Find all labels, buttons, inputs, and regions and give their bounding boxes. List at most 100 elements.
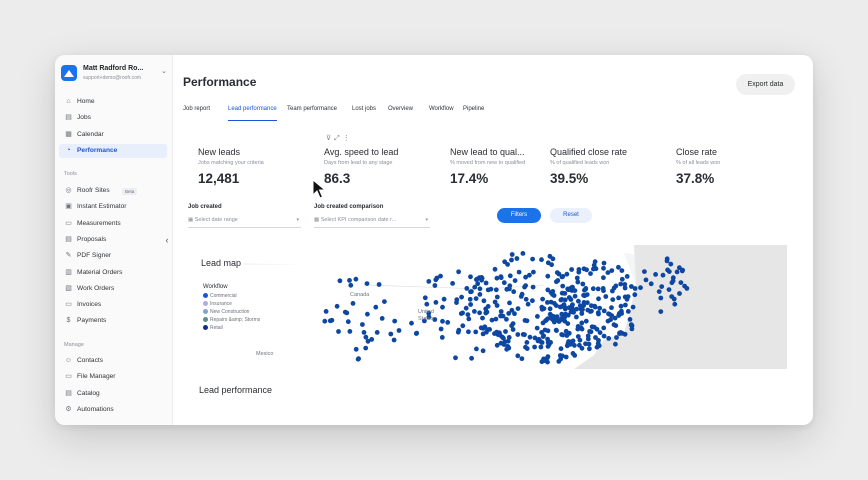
sidebar-item-catalog[interactable]: ▤ Catalog <box>59 387 167 401</box>
tab-lost-jobs[interactable]: Lost jobs <box>352 106 377 112</box>
kpi-subtitle: Jobs matching your criteria <box>198 160 264 166</box>
lead-dot <box>585 307 591 313</box>
job-created-date-select[interactable]: ▦ Select date range ▾ <box>188 215 301 228</box>
sidebar-item-invoices[interactable]: ▭ Invoices <box>59 298 167 312</box>
lead-dot <box>605 318 611 324</box>
lead-dot <box>363 345 369 351</box>
lead-dot <box>624 274 630 279</box>
lead-dot <box>379 316 385 321</box>
lead-dot <box>382 299 387 304</box>
lead-dot <box>539 340 545 345</box>
lead-dot <box>581 292 586 298</box>
lead-dot <box>583 318 589 324</box>
sidebar-item-file-manager[interactable]: ▭ File Manager <box>59 370 167 384</box>
lead-dot <box>485 287 491 293</box>
tab-team-performance[interactable]: Team performance <box>287 106 338 112</box>
lead-dot <box>472 284 478 290</box>
kpi-card[interactable]: Qualified close rate % of qualified leads… <box>550 147 670 186</box>
chevron-down-icon[interactable]: ⌄ <box>161 68 167 75</box>
sidebar-item-work-orders[interactable]: ▧ Work Orders <box>59 282 167 296</box>
kpi-card[interactable]: Close rate % of all leads won 37.8% <box>676 147 796 186</box>
sidebar-item-proposals[interactable]: ▤ Proposals <box>59 233 167 247</box>
lead-dot <box>565 312 571 318</box>
lead-dot <box>515 306 521 311</box>
reset-button[interactable]: Reset <box>550 208 592 223</box>
expand-icon[interactable]: ⤢ <box>334 135 343 142</box>
sidebar-item-material-orders[interactable]: ▥ Material Orders <box>59 266 167 280</box>
sidebar-item-automations[interactable]: ⚙ Automations <box>59 403 167 417</box>
legend-swatch <box>203 301 208 307</box>
lead-dot <box>579 345 585 351</box>
lead-dot <box>511 289 517 295</box>
lead-dot <box>547 306 553 312</box>
lead-dot <box>453 355 458 361</box>
lead-dot <box>588 271 593 276</box>
kpi-card[interactable]: New leads Jobs matching your criteria 12,4… <box>198 147 318 186</box>
tab-job-report[interactable]: Job report <box>183 106 211 112</box>
lead-dot <box>643 277 649 283</box>
lead-dot <box>530 284 536 290</box>
kpi-card[interactable]: Avg. speed to lead Days from lead to any … <box>324 147 444 186</box>
kpi-subtitle: % moved from new to qualified <box>450 160 526 166</box>
lead-map[interactable] <box>244 245 787 369</box>
lead-dot <box>629 322 634 328</box>
tab-lead-performance[interactable]: Lead performance <box>228 103 277 121</box>
sidebar-item-payments[interactable]: $ Payments <box>59 314 167 328</box>
sidebar-item-contacts[interactable]: ☺ Contacts <box>59 354 167 368</box>
kpi-value: 37.8% <box>676 171 715 186</box>
legend-swatch <box>203 325 208 331</box>
collapse-sidebar-icon[interactable]: ‹ <box>165 235 169 245</box>
sidebar-item-home[interactable]: ⌂ Home <box>59 95 167 109</box>
lead-dots <box>322 251 690 365</box>
lead-dot <box>609 305 614 311</box>
lead-dot <box>507 283 513 289</box>
tab-pipeline[interactable]: Pipeline <box>463 106 485 112</box>
comparison-date-select[interactable]: ▩ Select KPI comparison date r... ▾ <box>314 215 430 228</box>
more-icon[interactable]: ⋮ <box>342 135 353 142</box>
sidebar-item-performance[interactable]: ◔ Performance <box>59 143 167 158</box>
sidebar-item-measurements[interactable]: ▭ Measurements <box>59 217 167 231</box>
lead-dot <box>638 285 643 291</box>
filter-icon[interactable]: ⊽ <box>326 135 335 142</box>
lead-dot <box>459 294 464 300</box>
lead-dot <box>632 292 638 298</box>
lead-dot <box>531 269 536 275</box>
beta-badge: Beta <box>122 187 138 195</box>
lead-dot <box>574 306 580 312</box>
lead-dot <box>658 295 664 301</box>
lead-dot <box>616 295 621 301</box>
kpi-card[interactable]: New lead to qual... % moved from new to q… <box>450 147 570 186</box>
lead-dot <box>438 326 444 332</box>
lead-dot <box>616 311 622 316</box>
map-canvas[interactable] <box>244 245 787 369</box>
card-tools: ⊽⤢⋮ <box>326 134 353 143</box>
lead-dot <box>596 296 601 302</box>
lead-dot <box>465 312 471 317</box>
filters-button[interactable]: Filters <box>497 208 541 223</box>
sidebar-item-roofr-sites[interactable]: ◎ Roofr Sites Beta <box>59 184 167 198</box>
sidebar-item-instant-estimator[interactable]: ▣ Instant Estimator <box>59 200 167 214</box>
sidebar-item-pdf-signer[interactable]: ✎ PDF Signer <box>59 249 167 263</box>
sidebar-item-calendar[interactable]: ▦ Calendar <box>59 128 167 142</box>
lead-dot <box>569 267 574 272</box>
lead-dot <box>585 336 591 342</box>
sidebar-item-label: PDF Signer <box>77 252 112 260</box>
tab-workflow[interactable]: Workflow <box>429 106 454 112</box>
legend-label: New Construction <box>210 309 250 315</box>
lead-dot <box>355 356 361 362</box>
lead-dot <box>670 275 676 281</box>
lead-dot <box>365 311 370 317</box>
tab-overview[interactable]: Overview <box>388 106 414 112</box>
lead-dot <box>619 268 625 273</box>
kpi-title: New lead to qual... <box>450 147 525 157</box>
lead-dot <box>487 327 492 332</box>
kpi-value: 86.3 <box>324 171 351 186</box>
legend-title: Workflow <box>203 284 228 290</box>
kpi-value: 39.5% <box>550 171 589 186</box>
export-data-button[interactable]: Export data <box>736 74 795 95</box>
lead-dot <box>605 270 611 275</box>
lead-dot <box>509 257 514 263</box>
account-switcher[interactable]: Matt Radford Ro... support+demo@roofr.co… <box>61 63 167 85</box>
sidebar-item-jobs[interactable]: ▤ Jobs <box>59 111 167 125</box>
lead-dot <box>535 338 541 344</box>
